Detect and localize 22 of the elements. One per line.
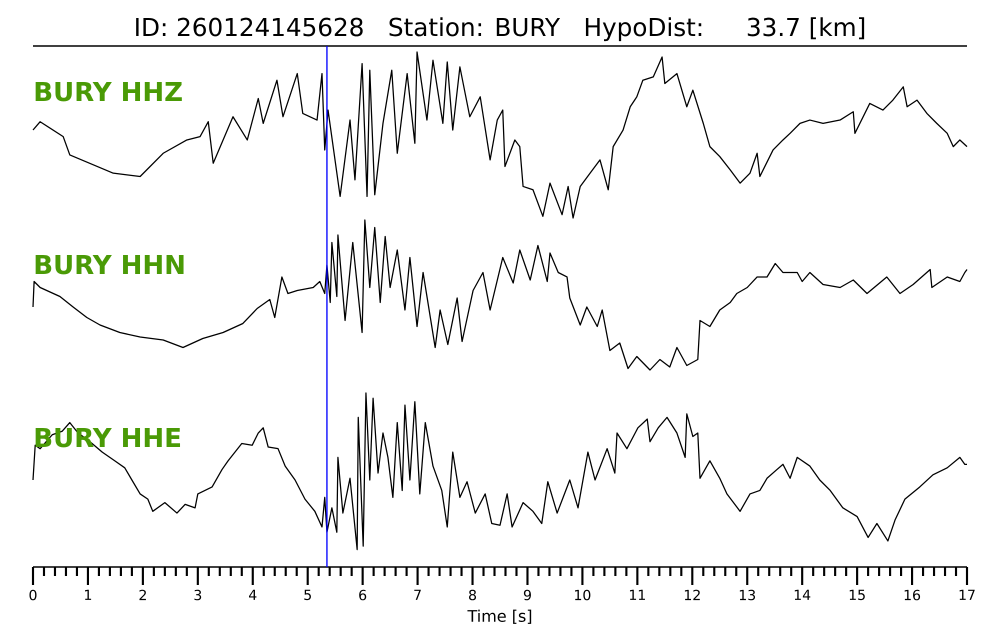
- x-tick-label: 16: [904, 590, 920, 600]
- x-tick-label: 8: [469, 590, 476, 600]
- x-tick-label: 5: [304, 590, 311, 600]
- x-tick-label: 1: [85, 590, 92, 600]
- x-tick-label: 10: [575, 590, 590, 600]
- x-tick-label: 0: [29, 590, 37, 600]
- x-tick-label: 13: [740, 590, 756, 600]
- x-tick-label: 6: [359, 590, 366, 600]
- chart-title: ID: 260124145628 Station: BURY HypoDist: 33.7 [km]: [136, 17, 864, 42]
- x-tick-label: 3: [194, 590, 202, 600]
- x-axis-title: Time [s]: [467, 610, 532, 624]
- x-tick-label: 17: [960, 590, 975, 600]
- series-label: BURY HHN: [36, 255, 184, 274]
- x-tick-label: 14: [794, 590, 810, 600]
- x-tick-label: 4: [249, 590, 256, 600]
- x-tick-label: 11: [630, 590, 645, 600]
- x-tick-label: 7: [414, 590, 421, 600]
- x-tick-label: 15: [850, 590, 865, 600]
- x-tick-label: 12: [684, 590, 700, 600]
- series-label: BURY HHZ: [36, 82, 182, 102]
- x-tick-label: 2: [139, 590, 146, 600]
- x-tick-label: 9: [524, 590, 531, 600]
